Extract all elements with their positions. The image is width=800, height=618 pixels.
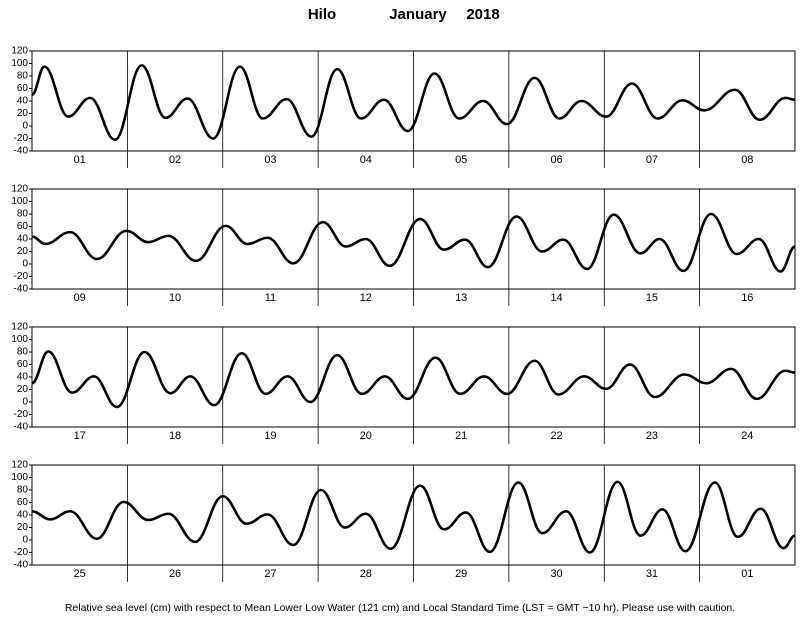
y-tick-label: 100 (11, 472, 28, 483)
y-tick-label: 40 (17, 510, 29, 521)
x-tick-label: 11 (265, 292, 276, 304)
y-tick-label: 120 (11, 46, 28, 57)
x-tick-label: 30 (550, 568, 562, 580)
x-tick-label: 31 (646, 568, 658, 580)
y-tick-label: 100 (11, 334, 28, 345)
month: January (389, 6, 447, 23)
y-tick-label: 40 (17, 96, 29, 107)
y-tick-label: 0 (22, 397, 28, 408)
x-tick-label: 06 (550, 154, 562, 166)
x-tick-label: 19 (264, 430, 276, 442)
y-tick-label: 40 (17, 372, 29, 383)
station: Hilo (308, 6, 336, 23)
y-tick-label: 80 (17, 209, 29, 220)
tide-line (31, 212, 796, 273)
y-tick-label: 20 (17, 108, 29, 119)
tide-line (31, 350, 796, 409)
x-tick-label: 21 (455, 430, 467, 442)
x-tick-label: 01 (74, 154, 86, 166)
x-tick-label: 15 (646, 292, 658, 304)
year: 2018 (466, 6, 499, 23)
y-tick-label: 0 (22, 535, 28, 546)
tide-line (31, 480, 796, 554)
x-tick-label: 02 (169, 154, 181, 166)
x-tick-label: 12 (360, 292, 372, 304)
y-tick-label: -20 (14, 133, 29, 144)
y-tick-label: 100 (11, 196, 28, 207)
x-tick-label: 09 (74, 292, 86, 304)
x-tick-label: 08 (741, 154, 753, 166)
y-tick-label: 60 (17, 359, 29, 370)
x-tick-label: 29 (455, 568, 467, 580)
y-tick-label: 120 (11, 322, 28, 333)
y-tick-label: -40 (14, 146, 29, 157)
x-tick-label: 23 (646, 430, 658, 442)
y-tick-label: 120 (11, 460, 28, 471)
x-tick-label: 05 (455, 154, 467, 166)
x-tick-label: 16 (741, 292, 753, 304)
y-tick-label: 20 (17, 246, 29, 257)
y-tick-label: 60 (17, 221, 29, 232)
y-tick-label: 100 (11, 58, 28, 69)
x-tick-label: 17 (74, 430, 86, 442)
y-tick-label: 0 (22, 259, 28, 270)
y-tick-label: -20 (14, 409, 29, 420)
y-tick-label: 20 (17, 384, 29, 395)
y-tick-label: 120 (11, 184, 28, 195)
y-tick-label: -20 (14, 271, 29, 282)
tide-line (31, 64, 796, 142)
y-tick-label: -20 (14, 547, 29, 558)
y-tick-label: 0 (22, 121, 28, 132)
x-tick-label: 04 (360, 154, 372, 166)
x-tick-label: 13 (455, 292, 467, 304)
x-tick-label: 25 (74, 568, 86, 580)
y-tick-label: 80 (17, 71, 29, 82)
x-tick-label: 14 (550, 292, 562, 304)
y-tick-label: 20 (17, 522, 29, 533)
footer-note: Relative sea level (cm) with respect to … (65, 602, 735, 614)
y-tick-label: 60 (17, 497, 29, 508)
x-tick-label: 10 (169, 292, 181, 304)
x-tick-label: 07 (646, 154, 658, 166)
x-tick-label: 26 (169, 568, 181, 580)
x-tick-label: 24 (741, 430, 753, 442)
x-tick-label: 03 (264, 154, 276, 166)
y-tick-label: 80 (17, 485, 29, 496)
x-tick-label: 20 (360, 430, 372, 442)
y-tick-label: 60 (17, 83, 29, 94)
x-tick-label: 18 (169, 430, 181, 442)
y-tick-label: 80 (17, 347, 29, 358)
x-tick-label: 28 (360, 568, 372, 580)
y-tick-label: -40 (14, 284, 29, 295)
y-tick-label: -40 (14, 422, 29, 433)
y-tick-label: 40 (17, 234, 29, 245)
x-tick-label: 22 (550, 430, 562, 442)
y-tick-label: -40 (14, 560, 29, 571)
x-tick-label: 01 (741, 568, 753, 580)
x-tick-label: 27 (264, 568, 276, 580)
